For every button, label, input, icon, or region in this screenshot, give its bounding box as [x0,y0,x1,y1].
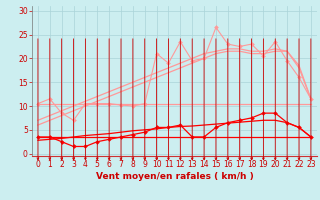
X-axis label: Vent moyen/en rafales ( km/h ): Vent moyen/en rafales ( km/h ) [96,172,253,181]
